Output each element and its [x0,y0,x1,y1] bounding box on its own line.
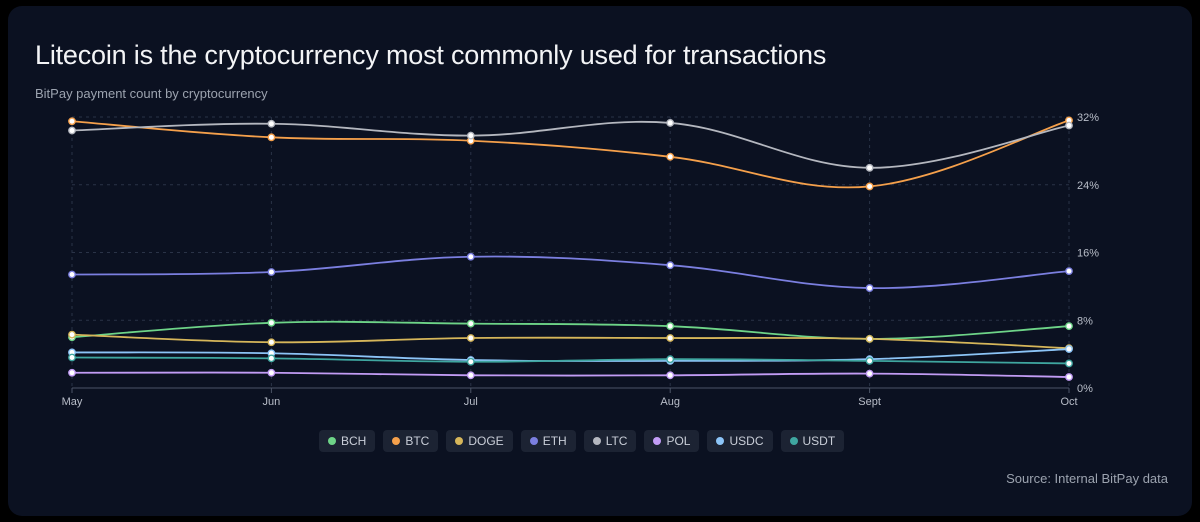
legend-swatch [789,437,798,445]
legend-swatch [328,437,336,445]
data-point-pol[interactable] [466,371,475,380]
grid [71,116,1070,388]
data-point-doge[interactable] [267,338,276,347]
x-tick-label: Aug [660,396,680,408]
data-point-usdt[interactable] [666,355,675,364]
y-tick-label: 16% [1077,248,1099,260]
data-point-ltc[interactable] [666,119,675,127]
data-point-usdt[interactable] [68,353,76,362]
data-point-usdt[interactable] [466,357,475,366]
legend-item-eth[interactable]: ETH [520,430,576,452]
data-point-btc[interactable] [865,182,874,191]
data-point-doge[interactable] [68,330,76,339]
data-point-ltc[interactable] [865,163,874,172]
legend-item-bch[interactable]: BCH [319,430,376,452]
data-point-btc[interactable] [68,117,76,126]
series-line-bch [71,320,1070,340]
legend-swatch [455,437,464,445]
tick-labels: 0% 8% 16% 24% 32% May Jun Jul Aug Sept Oct [62,112,1100,408]
data-point-eth[interactable] [865,284,874,292]
data-point-usdc[interactable] [1065,345,1073,353]
data-point-eth[interactable] [466,252,475,261]
y-tick-label: 32% [1077,112,1099,124]
data-point-btc[interactable] [666,152,675,161]
data-point-ltc[interactable] [466,131,475,140]
data-point-bch[interactable] [466,319,475,328]
series-line-usdc [71,348,1070,362]
legend-label: LTC [605,434,628,448]
y-tick-label: 0% [1077,383,1093,395]
source-note: Source: Internal BitPay data [1006,471,1168,486]
y-tick-label: 24% [1077,180,1099,192]
data-point-usdt[interactable] [865,356,874,365]
data-point-pol[interactable] [68,368,76,377]
legend-label: POL [666,434,691,448]
legend-label: ETH [542,434,567,448]
legend: BCH BTC DOGE ETH LTC POL USDC USDT [319,430,845,452]
data-point-pol[interactable] [666,371,675,380]
legend-swatch [592,437,601,445]
data-point-eth[interactable] [666,261,675,270]
legend-item-pol[interactable]: POL [644,430,700,452]
x-tick-label: Sept [858,396,881,408]
x-tick-label: Oct [1060,396,1077,408]
legend-item-ltc[interactable]: LTC [583,430,637,452]
axis [71,387,1070,393]
series-line-usdt [71,356,1070,365]
legend-item-btc[interactable]: BTC [383,430,439,452]
data-point-eth[interactable] [1065,267,1073,276]
data-point-ltc[interactable] [267,119,276,128]
legend-label: BCH [341,434,367,448]
series-line-pol [71,371,1070,378]
data-point-bch[interactable] [267,318,276,327]
data-point-btc[interactable] [267,133,276,142]
legend-label: BTC [405,434,430,448]
legend-item-usdt[interactable]: USDT [780,430,845,452]
series-line-ltc [71,120,1070,169]
data-point-doge[interactable] [666,334,675,342]
legend-swatch [529,437,538,445]
chart-subtitle: BitPay payment count by cryptocurrency [35,86,268,101]
data-point-bch[interactable] [666,322,675,331]
legend-swatch [716,437,725,445]
x-tick-label: May [62,396,83,408]
y-tick-label: 8% [1077,315,1093,327]
data-point-ltc[interactable] [1065,121,1073,130]
data-point-pol[interactable] [1065,373,1073,381]
data-point-doge[interactable] [466,334,475,342]
legend-swatch [392,437,401,445]
x-tick-label: Jun [263,396,281,408]
data-point-ltc[interactable] [68,126,76,135]
data-point-usdt[interactable] [267,354,276,363]
data-point-pol[interactable] [267,368,276,377]
series-lines [71,119,1070,378]
series-line-eth [71,255,1070,289]
legend-item-usdc[interactable]: USDC [707,430,773,452]
legend-label: DOGE [468,434,504,448]
data-point-eth[interactable] [267,268,276,276]
legend-label: USDC [729,434,764,448]
legend-swatch [653,437,662,445]
data-point-doge[interactable] [865,334,874,343]
series-line-btc [71,119,1070,189]
line-chart: 0% 8% 16% 24% 32% May Jun Jul Aug Sept Oct [62,112,1100,408]
data-point-eth[interactable] [68,270,76,279]
series-line-doge [71,333,1070,350]
chart-card: Litecoin is the cryptocurrency most comm… [8,6,1192,516]
x-tick-label: Jul [464,396,478,408]
legend-label: USDT [802,434,836,448]
chart-title: Litecoin is the cryptocurrency most comm… [35,40,827,70]
data-point-bch[interactable] [1065,322,1073,331]
legend-item-doge[interactable]: DOGE [446,430,513,452]
data-point-pol[interactable] [865,369,874,378]
data-point-usdt[interactable] [1065,359,1073,368]
data-points [68,116,1073,381]
